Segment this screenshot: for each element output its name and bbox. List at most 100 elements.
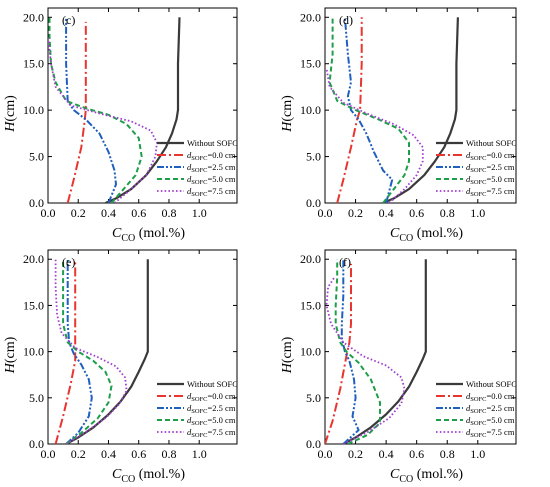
- x-tick-label: 0.6: [409, 206, 424, 220]
- series-line: [54, 259, 128, 444]
- legend-entry: dSOFC=7.5 cm: [187, 186, 236, 198]
- chart-panel: 0.0 0.2 0.4 0.6 0.8 1.0 0.0 5.0 10.0 15.0 20.0 (e) C…: [3, 249, 238, 485]
- x-tick-label: 0.2: [71, 206, 86, 220]
- x-tick-label: 0.6: [131, 447, 146, 461]
- series-line: [334, 259, 381, 444]
- y-tick-label: 5.0: [306, 150, 321, 164]
- y-tick-label: 20.0: [23, 10, 44, 24]
- x-tick-label: 0.4: [379, 447, 394, 461]
- y-tick-label: 0.0: [29, 437, 44, 451]
- series-line: [325, 68, 424, 203]
- series-line: [336, 17, 363, 203]
- series-line: [65, 259, 149, 444]
- legend-entry: Without SOFC: [466, 138, 517, 148]
- x-tick-label: 0.2: [71, 447, 86, 461]
- legend-entry: dSOFC=0.0 cm: [187, 150, 236, 162]
- y-tick-label: 15.0: [300, 57, 321, 71]
- x-tick-label: 0.4: [101, 447, 116, 461]
- legend-entry: dSOFC=0.0 cm: [187, 391, 236, 403]
- legend-entry: dSOFC=0.0 cm: [466, 391, 515, 403]
- y-tick-label: 15.0: [23, 57, 44, 71]
- y-tick-label: 0.0: [306, 196, 321, 210]
- x-tick-label: 0.4: [379, 206, 394, 220]
- chart-panel: 0.0 0.2 0.4 0.6 0.8 1.0 0.0 5.0 10.0 15.0 20.0 (c) C…: [3, 7, 238, 244]
- x-tick-label: 0.8: [161, 447, 176, 461]
- y-tick-label: 20.0: [300, 252, 321, 266]
- series-line: [340, 259, 360, 444]
- y-tick-label: 5.0: [29, 391, 44, 405]
- panel-label: (c): [62, 13, 75, 27]
- legend-entry: dSOFC=7.5 cm: [466, 427, 515, 439]
- x-tick-label: 1.0: [470, 206, 485, 220]
- legend-entry: Without SOFC: [466, 379, 517, 389]
- y-tick-label: 10.0: [300, 345, 321, 359]
- series-line: [65, 17, 117, 203]
- x-tick-label: 0.4: [101, 206, 116, 220]
- panel-label: (f): [339, 255, 351, 269]
- y-axis-label: H(cm): [280, 336, 295, 374]
- x-tick-label: 0.0: [41, 447, 56, 461]
- y-tick-label: 20.0: [23, 252, 44, 266]
- series-line: [105, 17, 181, 203]
- legend-entry: Without SOFC: [187, 379, 238, 389]
- panel-label: (e): [62, 255, 75, 269]
- legend-entry: dSOFC=5.0 cm: [187, 415, 236, 427]
- legend-entry: dSOFC=2.5 cm: [187, 162, 236, 174]
- y-tick-label: 15.0: [23, 298, 44, 312]
- x-tick-label: 0.8: [440, 447, 455, 461]
- plot-frame: [47, 249, 238, 445]
- x-tick-label: 0.0: [41, 206, 56, 220]
- series-line: [325, 277, 406, 444]
- legend-entry: dSOFC=5.0 cm: [466, 174, 515, 186]
- y-axis-label: H(cm): [3, 336, 18, 374]
- x-tick-label: 0.0: [318, 447, 333, 461]
- legend-entry: dSOFC=0.0 cm: [466, 150, 515, 162]
- legend-entry: dSOFC=2.5 cm: [466, 162, 515, 174]
- x-axis-label: CCO (mol.%): [390, 226, 463, 244]
- x-tick-label: 0.8: [440, 206, 455, 220]
- series-line: [342, 259, 427, 444]
- x-tick-label: 0.2: [348, 447, 363, 461]
- y-tick-label: 5.0: [306, 391, 321, 405]
- y-axis-label: H(cm): [280, 95, 295, 133]
- y-tick-label: 10.0: [300, 103, 321, 117]
- panel-label: (d): [339, 13, 353, 27]
- y-axis-label: H(cm): [3, 95, 18, 133]
- plot-frame: [324, 249, 517, 445]
- chart-panel: 0.0 0.2 0.4 0.6 0.8 1.0 0.0 5.0 10.0 15.0 20.0 (f) C…: [280, 249, 517, 485]
- legend-entry: Without SOFC: [187, 138, 238, 148]
- series-line: [382, 17, 459, 203]
- series-line: [325, 263, 352, 444]
- series-line: [62, 259, 113, 444]
- legend-entry: dSOFC=2.5 cm: [187, 403, 236, 415]
- x-tick-label: 1.0: [192, 206, 207, 220]
- x-tick-label: 1.0: [470, 447, 485, 461]
- series-line: [48, 17, 143, 203]
- series-line: [48, 35, 158, 203]
- legend-entry: dSOFC=2.5 cm: [466, 403, 515, 415]
- chart-panel: 0.0 0.2 0.4 0.6 0.8 1.0 0.0 5.0 10.0 15.0 20.0 (d) C…: [280, 7, 517, 244]
- legend-entry: dSOFC=5.0 cm: [187, 174, 236, 186]
- legend-entry: dSOFC=5.0 cm: [466, 415, 515, 427]
- y-tick-label: 10.0: [23, 103, 44, 117]
- y-tick-label: 0.0: [306, 437, 321, 451]
- x-tick-label: 1.0: [192, 447, 207, 461]
- x-tick-label: 0.2: [348, 206, 363, 220]
- series-line: [66, 21, 87, 203]
- x-axis-label: CCO (mol.%): [112, 226, 185, 244]
- series-line: [343, 17, 394, 203]
- y-tick-label: 5.0: [29, 150, 44, 164]
- y-tick-label: 20.0: [300, 10, 321, 24]
- y-tick-label: 15.0: [300, 298, 321, 312]
- x-tick-label: 0.6: [409, 447, 424, 461]
- y-tick-label: 0.0: [29, 196, 44, 210]
- plot-frame: [324, 7, 517, 204]
- x-axis-label: CCO (mol.%): [112, 467, 185, 485]
- legend-entry: dSOFC=7.5 cm: [187, 427, 236, 439]
- plot-frame: [47, 7, 238, 204]
